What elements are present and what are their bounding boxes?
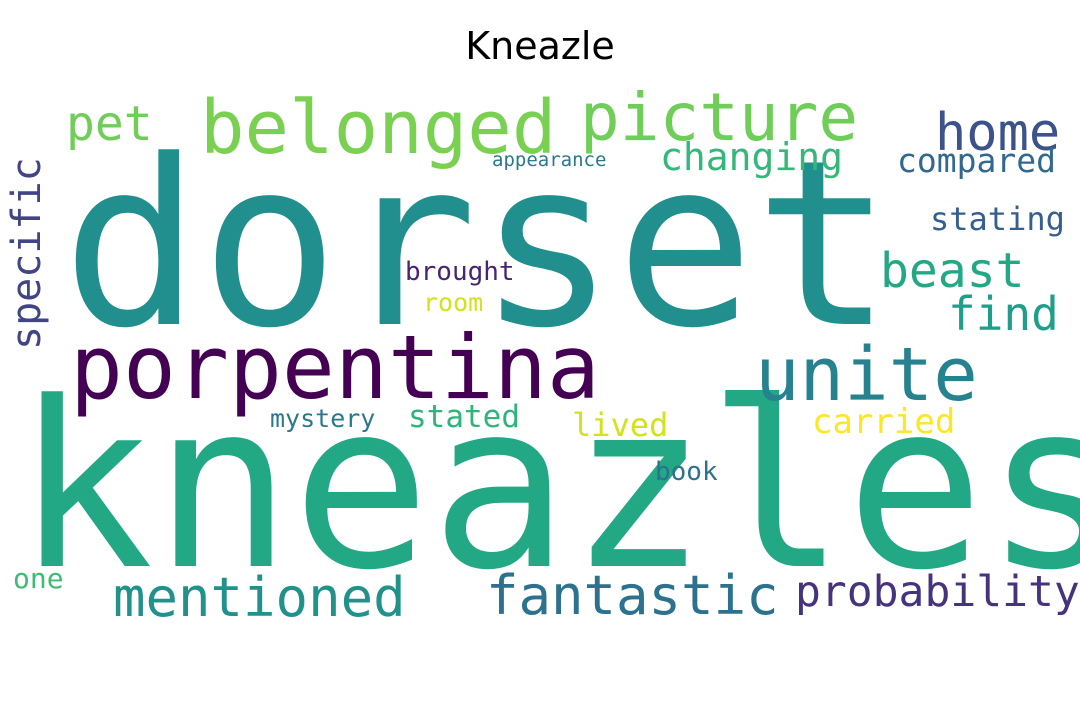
word-kneazles: kneazles	[15, 354, 1080, 621]
word-picture: picture	[580, 79, 858, 156]
word-carried: carried	[812, 402, 955, 442]
word-brought: brought	[405, 257, 515, 287]
word-one: one	[13, 562, 64, 595]
word-stating: stating	[930, 200, 1065, 238]
word-belonged: belonged	[200, 85, 556, 171]
word-pet: pet	[66, 96, 153, 152]
word-find: find	[948, 287, 1059, 341]
word-room: room	[423, 288, 483, 317]
word-dorset: dorset	[62, 112, 893, 379]
word-unite: unite	[755, 332, 978, 418]
word-appearance: appearance	[492, 149, 606, 171]
word-specific: specific	[4, 157, 50, 350]
word-mystery: mystery	[270, 404, 375, 433]
figure-title: Kneazle	[465, 24, 615, 68]
word-lived: lived	[572, 406, 668, 444]
word-probability: probability	[795, 567, 1080, 617]
word-home: home	[935, 103, 1060, 163]
word-mentioned: mentioned	[113, 566, 406, 629]
word-fantastic: fantastic	[486, 564, 779, 627]
word-book: book	[655, 457, 718, 487]
word-stated: stated	[408, 399, 520, 435]
word-compared: compared	[897, 141, 1056, 180]
word-beast: beast	[880, 243, 1025, 299]
word-changing: changing	[660, 135, 843, 179]
word-porpentina: porpentina	[70, 316, 600, 419]
